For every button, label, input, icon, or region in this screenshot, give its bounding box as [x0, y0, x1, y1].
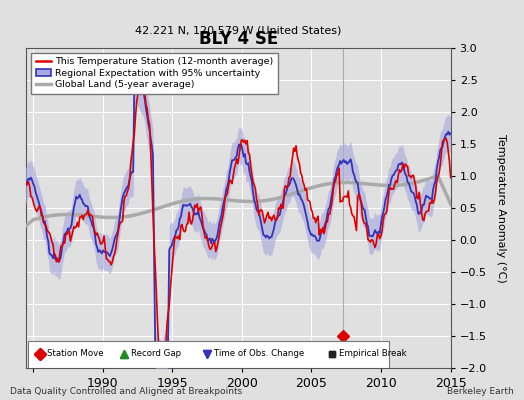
Text: 42.221 N, 120.579 W (United States): 42.221 N, 120.579 W (United States): [135, 25, 342, 35]
Text: Record Gap: Record Gap: [130, 350, 181, 358]
Text: Berkeley Earth: Berkeley Earth: [447, 387, 514, 396]
Text: Station Move: Station Move: [47, 350, 104, 358]
Legend: This Temperature Station (12-month average), Regional Expectation with 95% uncer: This Temperature Station (12-month avera…: [31, 53, 278, 94]
Text: Data Quality Controlled and Aligned at Breakpoints: Data Quality Controlled and Aligned at B…: [10, 387, 243, 396]
Text: Empirical Break: Empirical Break: [340, 350, 407, 358]
Title: BLY 4 SE: BLY 4 SE: [199, 30, 278, 48]
Y-axis label: Temperature Anomaly (°C): Temperature Anomaly (°C): [496, 134, 506, 282]
Text: Time of Obs. Change: Time of Obs. Change: [214, 350, 304, 358]
FancyBboxPatch shape: [28, 341, 389, 368]
